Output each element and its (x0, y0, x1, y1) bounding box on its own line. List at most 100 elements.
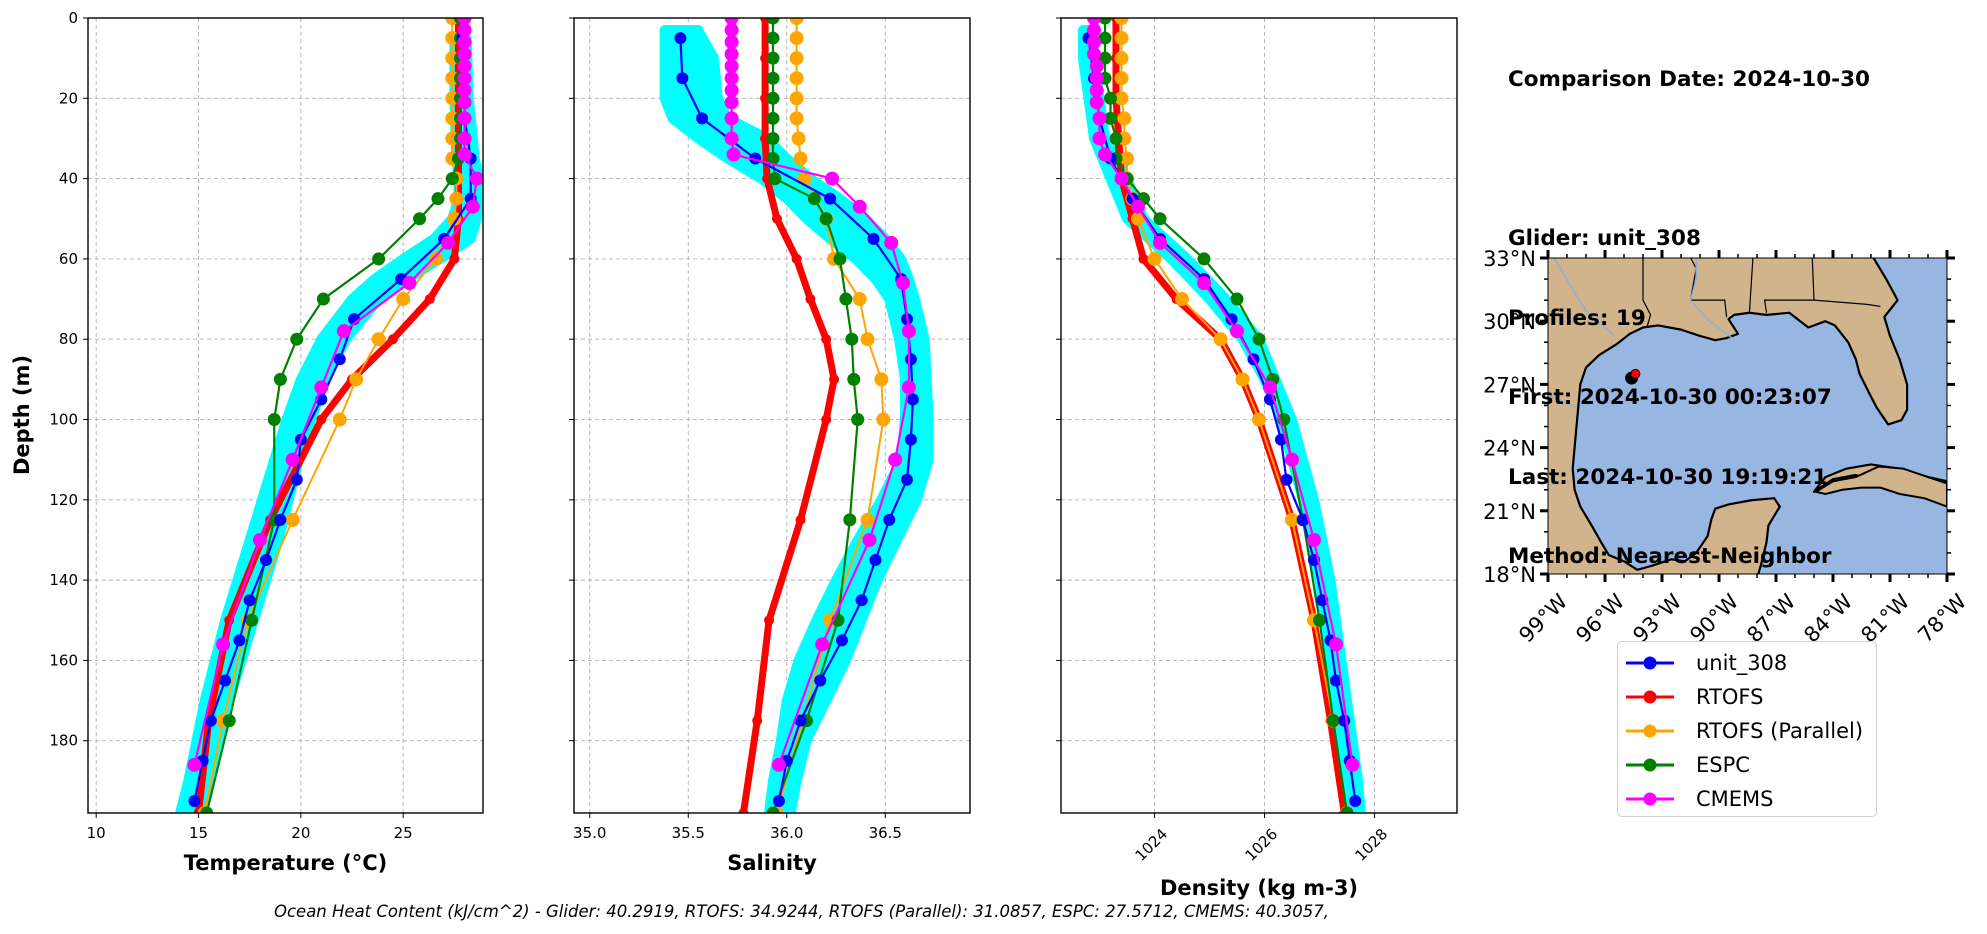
data-point (1153, 235, 1167, 250)
x-tick-label: 36.0 (770, 824, 803, 842)
data-point (273, 372, 287, 386)
lon-tick-label: 84°W (1799, 589, 1857, 647)
x-tick-label: 15 (189, 824, 208, 842)
data-point (1098, 18, 1112, 25)
data-point (1307, 532, 1321, 547)
data-point (1263, 380, 1277, 395)
glider-position-marker (1630, 368, 1641, 379)
data-point (1089, 95, 1104, 110)
data-point (371, 332, 386, 347)
data-point (904, 353, 917, 366)
lon-tick-label: 90°W (1685, 589, 1743, 647)
data-point (387, 334, 398, 345)
axes-frame (1060, 17, 1458, 814)
series-cmems (724, 18, 916, 772)
legend-label: RTOFS (Parallel) (1696, 719, 1864, 743)
data-point (862, 532, 877, 547)
data-point (766, 131, 780, 145)
data-point (789, 71, 804, 86)
data-point (1230, 292, 1244, 306)
ocean-heat-content-footer: Ocean Heat Content (kJ/cm^2) - Glider: 4… (273, 902, 1330, 921)
data-point (1230, 324, 1244, 339)
x-tick-label: 25 (394, 824, 413, 842)
data-point (1285, 452, 1299, 467)
data-point (469, 171, 483, 186)
data-point (789, 111, 804, 126)
y-tick-label: 40 (59, 170, 78, 188)
data-point (738, 808, 749, 813)
data-point (845, 332, 859, 346)
data-point (724, 35, 739, 50)
data-point (789, 51, 804, 66)
y-tick-label: 140 (49, 571, 78, 589)
legend-label: RTOFS (1696, 685, 1764, 709)
data-point (200, 806, 214, 813)
glider-name: Glider: unit_308 (1508, 226, 1701, 251)
series-cmems (1087, 18, 1360, 772)
data-point (883, 513, 896, 526)
state-border (1642, 258, 1652, 328)
data-point (285, 452, 300, 467)
data-point (1252, 412, 1266, 427)
plot-area (1078, 18, 1366, 813)
data-point (457, 35, 472, 50)
data-point (260, 554, 273, 567)
data-point (1087, 18, 1101, 25)
y-tick-label: 0 (68, 9, 78, 27)
first-time: First: 2024-10-30 00:23:07 (1508, 385, 1832, 410)
data-point (829, 374, 840, 385)
data-point (219, 674, 232, 687)
data-point (1131, 199, 1145, 214)
series-line (203, 18, 458, 813)
data-point (766, 71, 780, 85)
data-point (457, 47, 472, 62)
data-point (771, 757, 786, 772)
data-point (465, 199, 480, 214)
y-axis-label: Depth (m) (10, 355, 34, 475)
profile-count: Profiles: 19 (1508, 305, 1646, 331)
state-border (1763, 258, 1815, 313)
data-point (884, 235, 899, 250)
data-point (839, 292, 853, 306)
data-point (274, 513, 287, 526)
data-point (766, 18, 780, 25)
series-rtofs-parallel- (197, 18, 464, 813)
data-point (457, 83, 472, 98)
legend-marker-icon (1626, 758, 1674, 772)
series-espc (200, 18, 467, 813)
data-point (676, 72, 689, 85)
data-point (724, 23, 739, 38)
data-point (267, 413, 281, 427)
data-point (1114, 51, 1129, 66)
data-point (793, 151, 808, 166)
data-point (1285, 512, 1299, 527)
data-point (896, 276, 911, 290)
data-point (1338, 714, 1351, 727)
map-area (1548, 258, 1947, 574)
data-point (805, 294, 816, 305)
data-point (851, 413, 865, 427)
series-line (1103, 18, 1349, 813)
data-point (901, 324, 916, 339)
lon-tick-label: 78°W (1913, 589, 1971, 647)
data-point (1175, 292, 1189, 307)
lon-tick-label: 87°W (1742, 589, 1800, 647)
data-point (424, 294, 435, 305)
data-point (869, 554, 882, 567)
data-point (445, 172, 459, 186)
info-panel: Comparison Date: 2024-10-30 Glider: unit… (1508, 14, 1870, 597)
data-point (814, 674, 827, 687)
data-point (1330, 674, 1342, 687)
x-tick-label: 35.0 (573, 824, 606, 842)
series-line (1092, 18, 1354, 765)
plot-area (659, 18, 934, 813)
legend-item-cmems: CMEMS (1626, 784, 1774, 814)
river (1548, 480, 1570, 487)
series-line (679, 38, 914, 802)
data-point (852, 292, 867, 307)
x-tick-label: 1026 (1242, 825, 1282, 865)
data-point (825, 171, 840, 186)
data-point (1114, 31, 1129, 46)
data-point (766, 51, 780, 65)
data-point (1349, 794, 1362, 807)
